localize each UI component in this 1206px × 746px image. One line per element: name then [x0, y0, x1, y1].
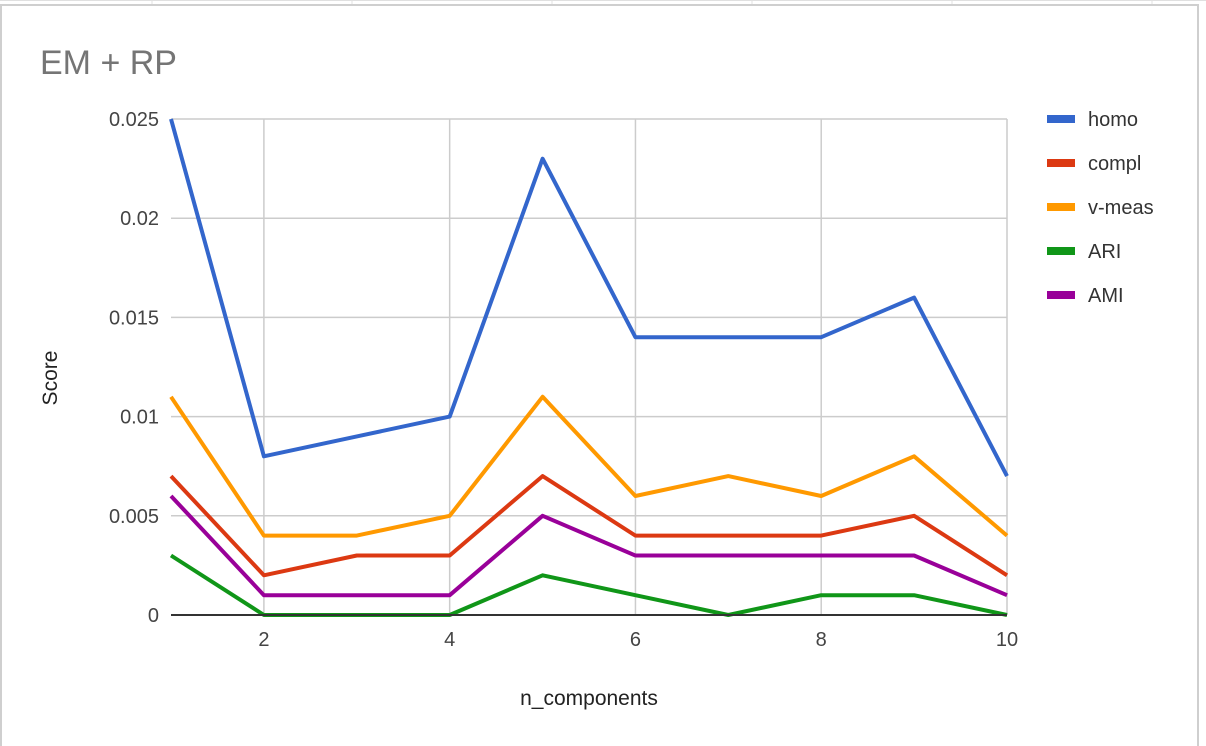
y-tick-label: 0.025	[109, 109, 159, 131]
series-line-homo	[169, 118, 1009, 478]
legend-label-homo: homo	[1088, 109, 1138, 131]
y-tick-label: 0.02	[120, 208, 159, 230]
series-line-AMI	[169, 494, 1008, 598]
series-lines	[169, 118, 1009, 617]
legend-label-compl: compl	[1088, 153, 1141, 175]
chart-border	[0, 4, 1199, 746]
legend-swatch-homo	[1047, 115, 1075, 123]
x-tick-label: 10	[996, 629, 1018, 651]
grid-lines	[171, 118, 1008, 615]
legend-swatch-v-meas	[1047, 203, 1075, 211]
x-tick-label: 2	[258, 629, 269, 651]
legend-swatch-AMI	[1047, 291, 1075, 299]
y-tick-label: 0.01	[120, 407, 159, 429]
legend-swatch-ARI	[1047, 247, 1075, 255]
y-tick-label: 0	[148, 605, 159, 627]
legend: homo compl v-meas ARI AMI	[1047, 109, 1154, 307]
y-tick-label: 0.015	[109, 307, 159, 329]
axes: 0 0.005 0.01 0.015 0.02 0.025 2 4 6 8 10	[109, 109, 1018, 651]
legend-label-AMI: AMI	[1088, 285, 1124, 307]
legend-label-ARI: ARI	[1088, 241, 1121, 263]
y-axis-title: Score	[39, 351, 62, 406]
x-tick-label: 8	[816, 629, 827, 651]
x-tick-label: 4	[444, 629, 455, 651]
y-tick-label: 0.005	[109, 506, 159, 528]
chart-title: EM + RP	[40, 44, 177, 82]
legend-label-v-meas: v-meas	[1088, 197, 1154, 219]
series-line-v-meas	[169, 394, 1009, 538]
series-line-compl	[169, 474, 1009, 578]
legend-swatch-compl	[1047, 159, 1075, 167]
x-tick-label: 6	[630, 629, 641, 651]
x-axis-title: n_components	[520, 687, 658, 710]
